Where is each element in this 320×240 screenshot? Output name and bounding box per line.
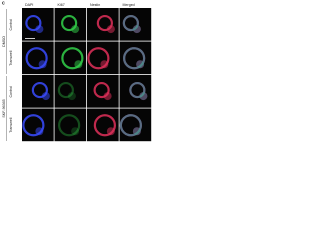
micrograph [87,8,119,41]
row-label: Transwell [9,50,13,65]
column-header: DAPI [25,3,33,7]
micrograph [22,108,54,142]
cell-blob [123,47,146,70]
cell-blob [139,92,148,101]
cell-blob [129,81,146,99]
cell-blob [106,127,115,136]
cell-blob [61,47,84,70]
cell-blob [25,47,48,70]
cell-blob [35,127,44,136]
micrograph [119,75,152,108]
cell-blob [100,60,109,69]
cell-blob [22,114,45,137]
cell-blob [132,25,141,34]
cell-blob [103,92,112,101]
cell-blob [132,25,141,34]
cell-blob [41,92,50,101]
cell-blob [61,14,78,32]
column-header: Merged [123,3,135,7]
cell-blob [136,60,145,69]
cell-blob [74,60,83,69]
cell-blob [122,14,139,32]
cell-blob [58,114,81,137]
panel-label: c [2,0,5,6]
micrograph [54,75,87,108]
cell-blob [25,14,42,32]
figure: c DAPI Ki67 Nestin Merged DMSO Control Transwe… [2,0,152,142]
cell-blob [93,81,110,99]
cell-blob [136,60,145,69]
micrograph [119,108,152,142]
micrograph [87,41,119,75]
group-label: SKF-96365 [2,99,6,117]
cell-blob [132,25,141,34]
cell-blob [132,127,141,136]
cell-blob [119,114,142,137]
cell-blob [71,25,80,34]
cell-blob [57,81,74,99]
row-label: Control [9,86,13,98]
cell-blob [123,47,146,70]
micrograph [54,8,87,41]
group-label: DMSO [2,36,6,47]
cell-blob [139,92,148,101]
row-label: Control [9,19,13,31]
cell-blob [71,127,80,136]
cell-blob [139,92,148,101]
cell-blob [35,25,44,34]
cell-blob [119,114,142,137]
micrograph [22,75,54,108]
cell-blob [67,92,76,101]
cell-blob [122,14,139,32]
cell-blob [87,47,110,70]
cell-blob [129,81,146,99]
column-header: Ki67 [58,3,65,7]
cell-blob [31,81,48,99]
micrograph [54,108,87,142]
micrograph [87,75,119,108]
cell-blob [132,127,141,136]
row-label: Transwell [9,117,13,132]
column-header: Nestin [90,3,100,7]
cell-blob [93,114,116,137]
cell-blob [106,25,115,34]
cell-blob [38,60,47,69]
cell-blob [96,14,113,32]
